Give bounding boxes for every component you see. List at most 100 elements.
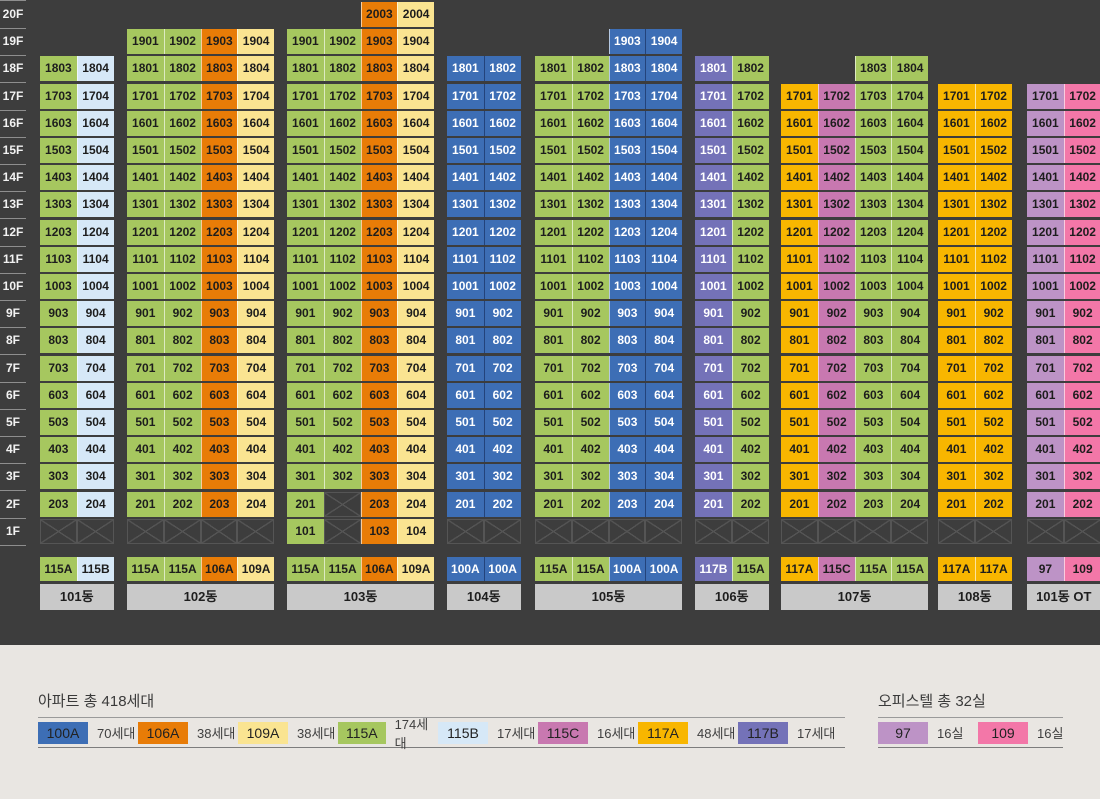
unit-cell[interactable]: 1102 — [163, 247, 201, 272]
unit-cell[interactable]: 901 — [447, 301, 484, 326]
unit-cell[interactable]: 1404 — [237, 165, 274, 190]
unit-cell[interactable]: 1201 — [938, 220, 975, 245]
unit-cell[interactable]: 201 — [287, 492, 324, 517]
unit-cell[interactable]: 1303 — [854, 192, 892, 217]
unit-cell[interactable]: 1904 — [397, 29, 434, 54]
unit-cell[interactable]: 1401 — [781, 165, 818, 190]
unit-cell[interactable]: 901 — [287, 301, 324, 326]
unit-cell[interactable]: 501 — [1027, 410, 1064, 435]
unit-cell[interactable]: 204 — [891, 492, 928, 517]
unit-cell[interactable]: 203 — [854, 492, 892, 517]
unit-cell[interactable]: 804 — [891, 328, 928, 353]
unit-cell[interactable]: 303 — [360, 464, 398, 489]
unit-cell[interactable]: 1702 — [483, 84, 521, 109]
unit-cell[interactable]: 1501 — [287, 138, 324, 163]
unit-cell[interactable]: 701 — [287, 356, 324, 381]
unit-cell[interactable]: 702 — [974, 356, 1012, 381]
unit-cell[interactable]: 604 — [76, 383, 114, 408]
unit-cell[interactable]: 601 — [535, 383, 572, 408]
unit-cell[interactable]: 602 — [163, 383, 201, 408]
unit-cell[interactable]: 1803 — [40, 56, 77, 81]
unit-cell[interactable]: 1201 — [781, 220, 818, 245]
unit-cell[interactable]: 1902 — [163, 29, 201, 54]
unit-cell[interactable]: 1003 — [360, 274, 398, 299]
unit-cell[interactable]: 202 — [571, 492, 609, 517]
unit-cell[interactable]: 1304 — [645, 192, 682, 217]
unit-cell[interactable]: 604 — [891, 383, 928, 408]
unit-cell[interactable]: 1603 — [40, 111, 77, 136]
unit-cell[interactable]: 1401 — [695, 165, 732, 190]
unit-cell[interactable]: 302 — [571, 464, 609, 489]
unit-cell[interactable]: 1601 — [447, 111, 484, 136]
unit-cell[interactable]: 1502 — [1063, 138, 1100, 163]
unit-cell[interactable]: 603 — [40, 383, 77, 408]
unit-cell[interactable]: 301 — [1027, 464, 1064, 489]
unit-cell[interactable]: 1504 — [76, 138, 114, 163]
unit-cell[interactable]: 402 — [483, 437, 521, 462]
unit-cell[interactable]: 1403 — [854, 165, 892, 190]
unit-cell[interactable]: 1504 — [397, 138, 434, 163]
unit-cell[interactable]: 503 — [608, 410, 646, 435]
unit-cell[interactable]: 1501 — [535, 138, 572, 163]
unit-cell[interactable]: 1002 — [483, 274, 521, 299]
unit-cell[interactable]: 1901 — [127, 29, 164, 54]
unit-cell[interactable]: 1101 — [127, 247, 164, 272]
unit-cell[interactable]: 1404 — [397, 165, 434, 190]
unit-cell[interactable]: 1804 — [891, 56, 928, 81]
unit-cell[interactable]: 1903 — [200, 29, 238, 54]
unit-cell[interactable]: 902 — [974, 301, 1012, 326]
unit-cell[interactable]: 1501 — [1027, 138, 1064, 163]
unit-cell[interactable]: 802 — [323, 328, 361, 353]
unit-cell[interactable]: 801 — [1027, 328, 1064, 353]
unit-cell[interactable]: 702 — [817, 356, 855, 381]
unit-cell[interactable]: 802 — [731, 328, 769, 353]
unit-cell[interactable]: 402 — [731, 437, 769, 462]
unit-cell[interactable]: 1502 — [163, 138, 201, 163]
unit-cell[interactable]: 1701 — [127, 84, 164, 109]
unit-cell[interactable]: 1602 — [483, 111, 521, 136]
unit-cell[interactable]: 804 — [237, 328, 274, 353]
unit-cell[interactable]: 903 — [608, 301, 646, 326]
unit-cell[interactable]: 201 — [535, 492, 572, 517]
unit-cell[interactable]: 1701 — [447, 84, 484, 109]
unit-cell[interactable]: 603 — [360, 383, 398, 408]
unit-cell[interactable]: 802 — [974, 328, 1012, 353]
unit-cell[interactable]: 701 — [781, 356, 818, 381]
unit-cell[interactable]: 1504 — [237, 138, 274, 163]
unit-cell[interactable]: 1104 — [645, 247, 682, 272]
unit-cell[interactable]: 804 — [397, 328, 434, 353]
unit-cell[interactable]: 1701 — [535, 84, 572, 109]
unit-cell[interactable]: 1703 — [608, 84, 646, 109]
unit-cell[interactable]: 801 — [287, 328, 324, 353]
unit-cell[interactable]: 902 — [323, 301, 361, 326]
unit-cell[interactable]: 1903 — [360, 29, 398, 54]
unit-cell[interactable]: 1301 — [535, 192, 572, 217]
unit-cell[interactable]: 1704 — [76, 84, 114, 109]
unit-cell[interactable]: 1302 — [974, 192, 1012, 217]
unit-cell[interactable]: 1303 — [608, 192, 646, 217]
unit-cell[interactable]: 704 — [397, 356, 434, 381]
unit-cell[interactable]: 903 — [854, 301, 892, 326]
unit-cell[interactable]: 1602 — [1063, 111, 1100, 136]
unit-cell[interactable]: 1601 — [938, 111, 975, 136]
unit-cell[interactable]: 202 — [163, 492, 201, 517]
unit-cell[interactable]: 1001 — [535, 274, 572, 299]
unit-cell[interactable]: 304 — [891, 464, 928, 489]
unit-cell[interactable]: 1001 — [1027, 274, 1064, 299]
unit-cell[interactable]: 1001 — [447, 274, 484, 299]
unit-cell[interactable]: 503 — [360, 410, 398, 435]
unit-cell[interactable]: 403 — [200, 437, 238, 462]
unit-cell[interactable]: 1301 — [287, 192, 324, 217]
unit-cell[interactable]: 604 — [397, 383, 434, 408]
unit-cell[interactable]: 1502 — [817, 138, 855, 163]
unit-cell[interactable]: 1403 — [608, 165, 646, 190]
unit-cell[interactable]: 801 — [447, 328, 484, 353]
unit-cell[interactable]: 1804 — [237, 56, 274, 81]
unit-cell[interactable]: 1904 — [237, 29, 274, 54]
unit-cell[interactable]: 302 — [974, 464, 1012, 489]
unit-cell[interactable]: 1604 — [237, 111, 274, 136]
unit-cell[interactable]: 201 — [447, 492, 484, 517]
unit-cell[interactable]: 1202 — [731, 220, 769, 245]
unit-cell[interactable]: 401 — [447, 437, 484, 462]
unit-cell[interactable]: 1004 — [397, 274, 434, 299]
